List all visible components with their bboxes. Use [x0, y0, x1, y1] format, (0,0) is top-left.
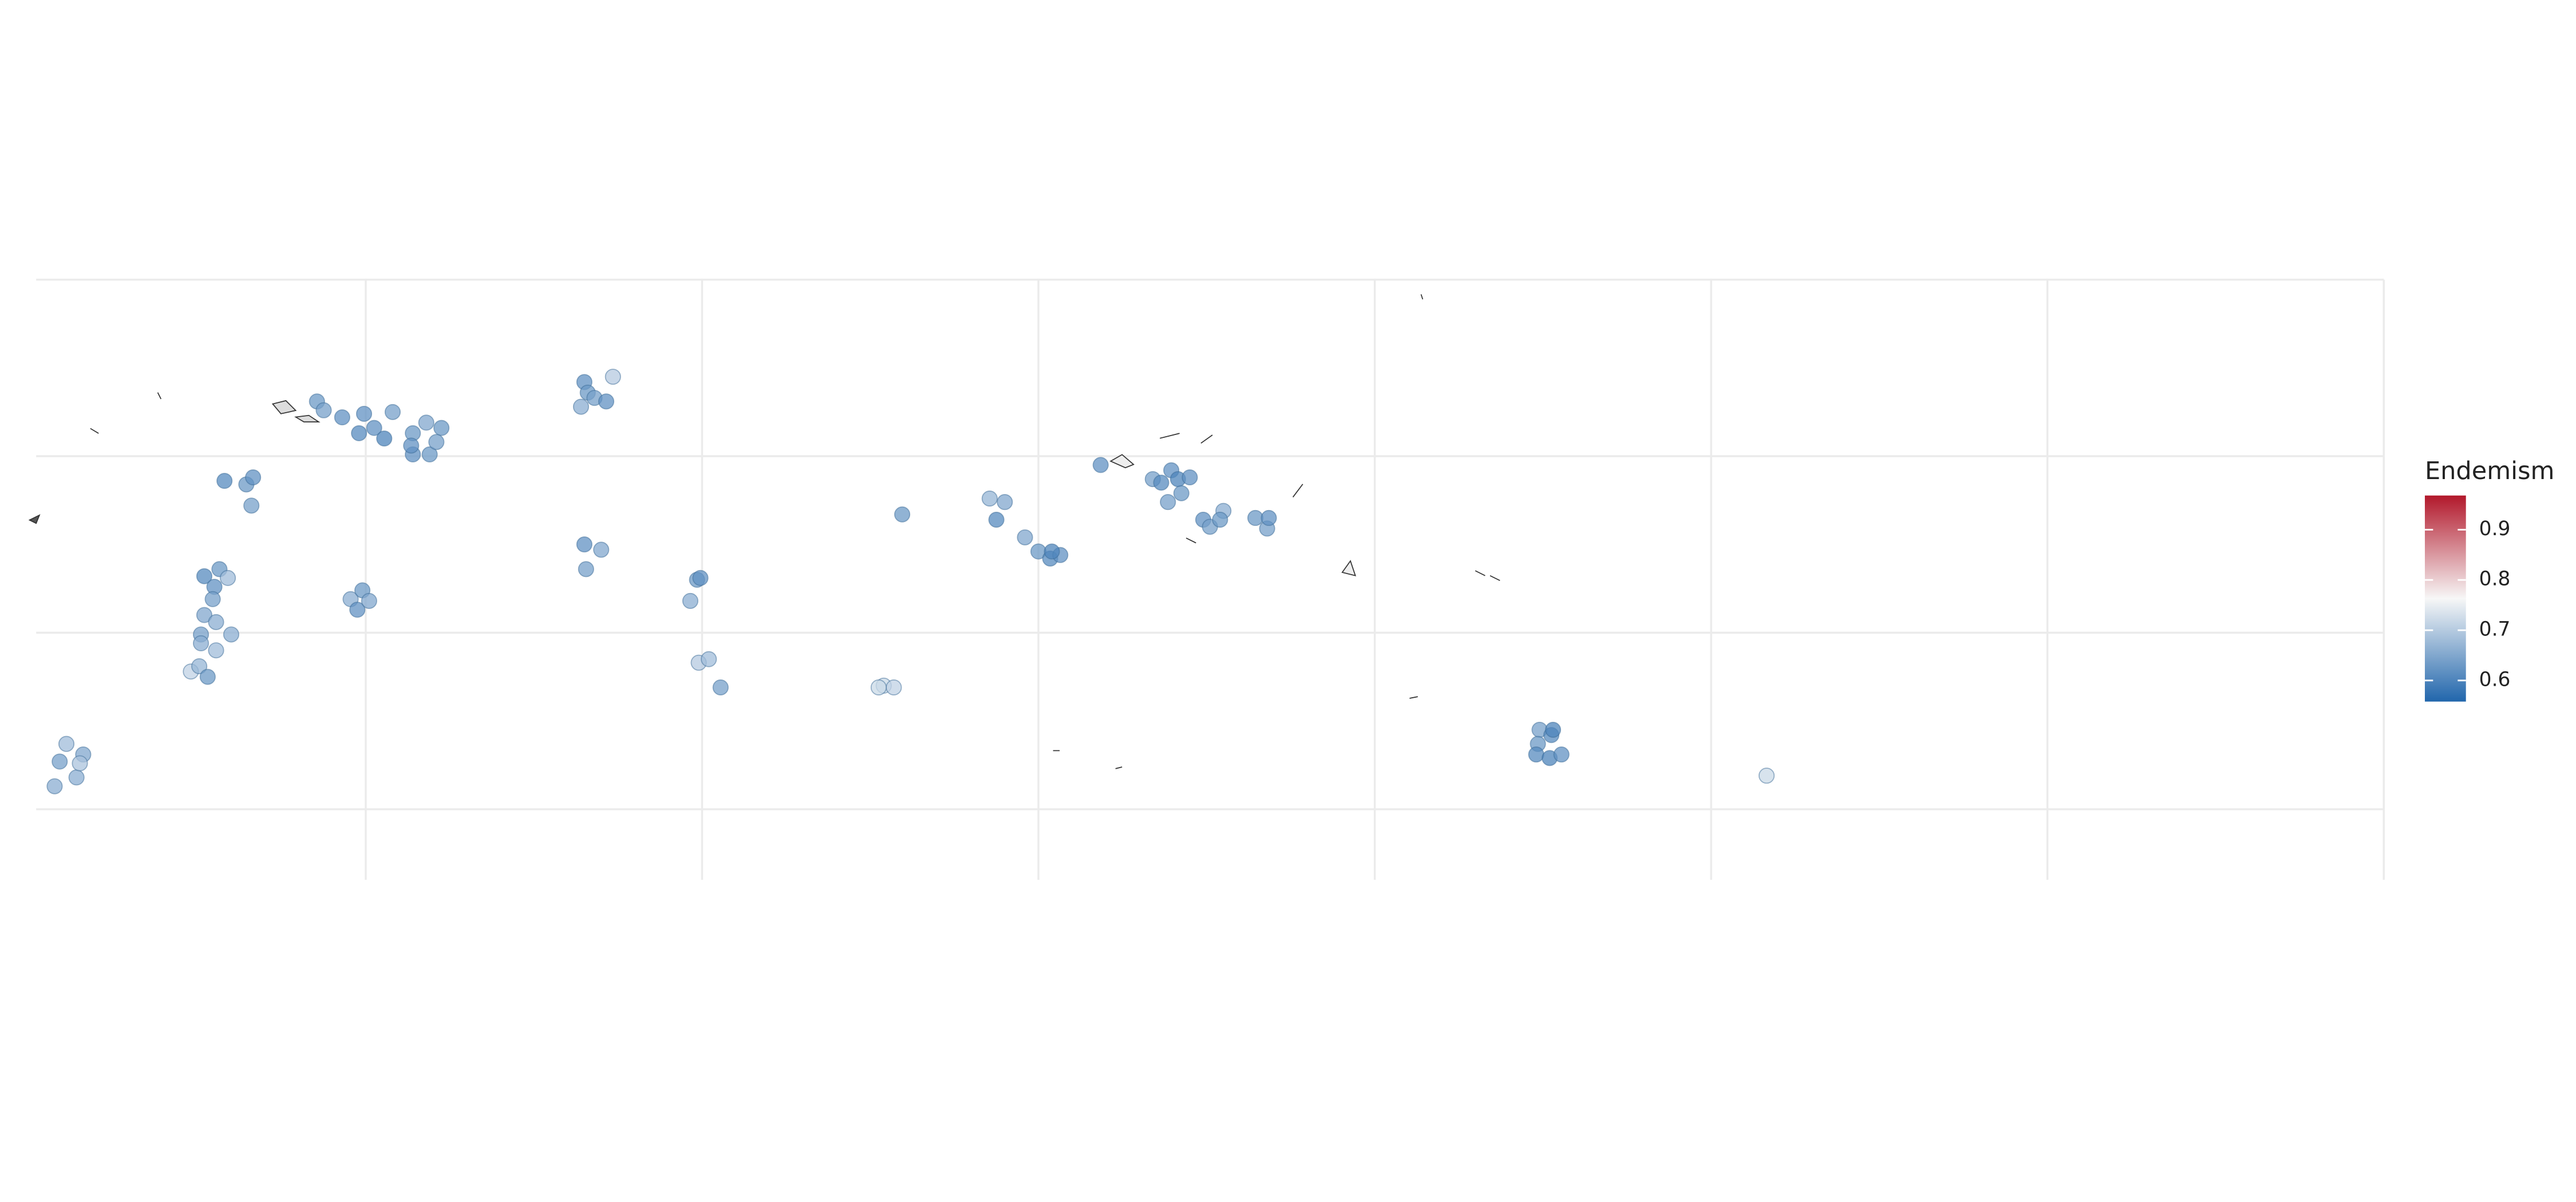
site-point [1173, 485, 1190, 501]
legend: 0.6 0.7 0.8 0.9 [2424, 517, 2511, 691]
site-point [204, 591, 221, 607]
island [271, 400, 297, 414]
site-point [1044, 543, 1060, 560]
site-point [682, 592, 698, 609]
island [1490, 575, 1500, 582]
site-point [52, 753, 68, 770]
island [1341, 560, 1356, 576]
site-point [1759, 768, 1775, 784]
site-point [1212, 511, 1228, 528]
site-point [366, 420, 382, 436]
island [1409, 696, 1418, 699]
site-point [72, 755, 88, 772]
site-point [433, 420, 450, 436]
site-point [349, 602, 366, 618]
site-point [315, 402, 332, 418]
island [1200, 434, 1213, 444]
site-point [1544, 721, 1562, 738]
island [1115, 766, 1123, 769]
colorbar-label: 0.7 [2479, 618, 2511, 641]
site-point [46, 778, 63, 794]
site-point [196, 568, 212, 584]
island [1475, 570, 1485, 576]
site-point [1247, 509, 1264, 526]
site-point [1153, 475, 1170, 491]
site-point [712, 679, 729, 695]
site-point [199, 669, 216, 685]
colorbar [2424, 495, 2466, 702]
site-point [981, 490, 998, 507]
site-point [692, 570, 709, 586]
site-point [605, 369, 621, 385]
site-point [1160, 494, 1176, 511]
site-point [334, 409, 350, 426]
site-point [403, 437, 420, 454]
site-point [384, 404, 401, 420]
island [157, 392, 162, 400]
island [90, 428, 99, 434]
site-point [418, 414, 434, 431]
island [1292, 484, 1303, 498]
site-point [701, 651, 717, 667]
site-point [997, 494, 1013, 511]
site-point [988, 511, 1005, 528]
site-point [208, 614, 224, 630]
site-point [421, 446, 438, 462]
site-point [355, 405, 373, 422]
island [1159, 433, 1180, 439]
island [28, 514, 41, 524]
site-point [593, 541, 610, 558]
grid [36, 278, 2385, 880]
site-point [1528, 746, 1544, 763]
island [1420, 294, 1424, 300]
site-point [428, 434, 445, 450]
site-point [572, 398, 590, 415]
site-point [1261, 509, 1277, 526]
site-point [1017, 529, 1033, 545]
island [294, 414, 321, 422]
site-point [376, 430, 393, 447]
site-point [191, 658, 208, 674]
island [1109, 454, 1135, 469]
site-point [219, 570, 236, 586]
site-point [245, 469, 262, 485]
site-point [1182, 469, 1198, 485]
site-point [361, 592, 377, 609]
site-point [886, 679, 902, 695]
site-point [598, 393, 615, 410]
site-point [58, 736, 75, 752]
points [46, 369, 1775, 794]
site-point [578, 561, 594, 578]
islands [28, 294, 1500, 769]
island [1186, 537, 1196, 544]
site-point [870, 679, 887, 695]
site-point [1553, 746, 1570, 763]
site-point [192, 635, 210, 651]
site-point [1092, 457, 1109, 473]
site-point [68, 769, 85, 786]
site-point [576, 536, 592, 553]
site-point [351, 425, 368, 441]
site-point [216, 473, 233, 489]
colorbar-label: 0.8 [2479, 568, 2511, 591]
site-point [196, 607, 212, 623]
legend-title: Endemism [2425, 457, 2554, 485]
site-point [243, 497, 260, 514]
site-point [208, 642, 224, 659]
colorbar-label: 0.6 [2479, 668, 2511, 691]
site-point [223, 626, 239, 643]
site-point [894, 506, 911, 523]
colorbar-label: 0.9 [2479, 517, 2511, 540]
